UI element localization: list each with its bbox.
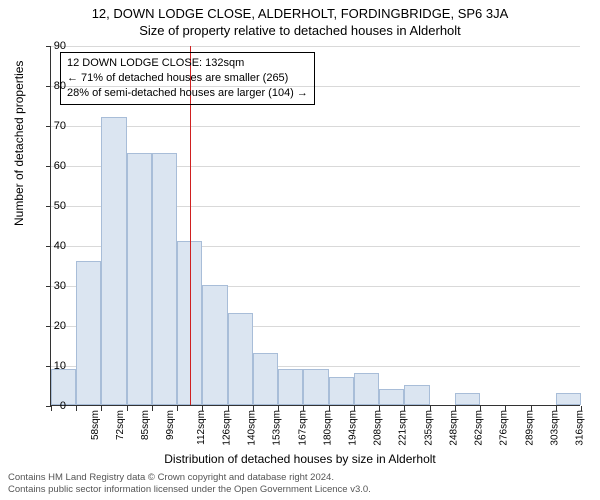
xtick-label: 303sqm xyxy=(549,410,560,446)
xtick-mark xyxy=(278,406,279,411)
xtick-label: 112sqm xyxy=(195,410,206,445)
histogram-bar xyxy=(455,393,480,405)
histogram-bar xyxy=(76,261,101,405)
xtick-mark xyxy=(379,406,380,411)
xtick-mark xyxy=(177,406,178,411)
xtick-label: 235sqm xyxy=(423,410,434,446)
histogram-bar xyxy=(228,313,253,405)
xtick-label: 248sqm xyxy=(449,410,460,446)
xtick-label: 289sqm xyxy=(524,410,535,446)
xtick-mark xyxy=(303,406,304,411)
chart-container: { "header": { "line1": "12, DOWN LODGE C… xyxy=(0,0,600,500)
xtick-mark xyxy=(505,406,506,411)
y-axis-label: Number of detached properties xyxy=(12,61,26,226)
gridline xyxy=(51,126,580,127)
info-box-line: 28% of semi-detached houses are larger (… xyxy=(67,86,308,101)
histogram-bar xyxy=(379,389,404,405)
xtick-mark xyxy=(480,406,481,411)
info-box-line: 12 DOWN LODGE CLOSE: 132sqm xyxy=(67,56,308,71)
xtick-label: 221sqm xyxy=(398,410,409,446)
xtick-mark xyxy=(76,406,77,411)
histogram-bar xyxy=(278,369,303,405)
gridline xyxy=(51,46,580,47)
x-axis-label: Distribution of detached houses by size … xyxy=(0,452,600,466)
xtick-mark xyxy=(202,406,203,411)
ytick-label: 40 xyxy=(36,240,66,252)
xtick-mark xyxy=(581,406,582,411)
xtick-mark xyxy=(354,406,355,411)
xtick-label: 194sqm xyxy=(348,410,359,446)
ytick-label: 90 xyxy=(36,40,66,52)
xtick-mark xyxy=(430,406,431,411)
xtick-label: 180sqm xyxy=(322,410,333,446)
ytick-label: 10 xyxy=(36,360,66,372)
xtick-label: 208sqm xyxy=(373,410,384,446)
ytick-label: 60 xyxy=(36,160,66,172)
xtick-mark xyxy=(152,406,153,411)
xtick-mark xyxy=(127,406,128,411)
histogram-bar xyxy=(556,393,581,405)
xtick-label: 126sqm xyxy=(221,410,232,446)
xtick-label: 167sqm xyxy=(297,410,308,446)
histogram-bar xyxy=(202,285,227,405)
xtick-label: 99sqm xyxy=(165,410,176,440)
xtick-mark xyxy=(455,406,456,411)
ytick-label: 50 xyxy=(36,200,66,212)
histogram-bar xyxy=(354,373,379,405)
footer-line1: Contains HM Land Registry data © Crown c… xyxy=(8,472,371,484)
xtick-mark xyxy=(329,406,330,411)
info-box-line: ← 71% of detached houses are smaller (26… xyxy=(67,71,308,86)
footer-line2: Contains public sector information licen… xyxy=(8,484,371,496)
xtick-mark xyxy=(556,406,557,411)
xtick-mark xyxy=(101,406,102,411)
page-title-line2: Size of property relative to detached ho… xyxy=(0,21,600,38)
ytick-label: 80 xyxy=(36,80,66,92)
ytick-label: 0 xyxy=(36,400,66,412)
xtick-mark xyxy=(253,406,254,411)
xtick-label: 153sqm xyxy=(272,410,283,446)
xtick-label: 316sqm xyxy=(575,410,586,446)
xtick-label: 72sqm xyxy=(115,410,126,440)
xtick-label: 85sqm xyxy=(140,410,151,440)
xtick-label: 262sqm xyxy=(474,410,485,446)
info-box: 12 DOWN LODGE CLOSE: 132sqm← 71% of deta… xyxy=(60,52,315,105)
histogram-bar xyxy=(404,385,429,405)
xtick-label: 276sqm xyxy=(499,410,510,446)
histogram-bar xyxy=(101,117,126,405)
histogram-bar xyxy=(152,153,177,405)
xtick-label: 140sqm xyxy=(247,410,258,446)
footer-attribution: Contains HM Land Registry data © Crown c… xyxy=(8,472,371,496)
ytick-label: 20 xyxy=(36,320,66,332)
histogram-bar xyxy=(329,377,354,405)
page-title-line1: 12, DOWN LODGE CLOSE, ALDERHOLT, FORDING… xyxy=(0,0,600,21)
histogram-bar xyxy=(303,369,328,405)
xtick-mark xyxy=(404,406,405,411)
ytick-label: 30 xyxy=(36,280,66,292)
histogram-bar xyxy=(127,153,152,405)
xtick-label: 58sqm xyxy=(90,410,101,440)
xtick-mark xyxy=(531,406,532,411)
plot-area: 58sqm72sqm85sqm99sqm112sqm126sqm140sqm15… xyxy=(50,46,580,406)
xtick-mark xyxy=(228,406,229,411)
histogram-bar xyxy=(253,353,278,405)
ytick-label: 70 xyxy=(36,120,66,132)
